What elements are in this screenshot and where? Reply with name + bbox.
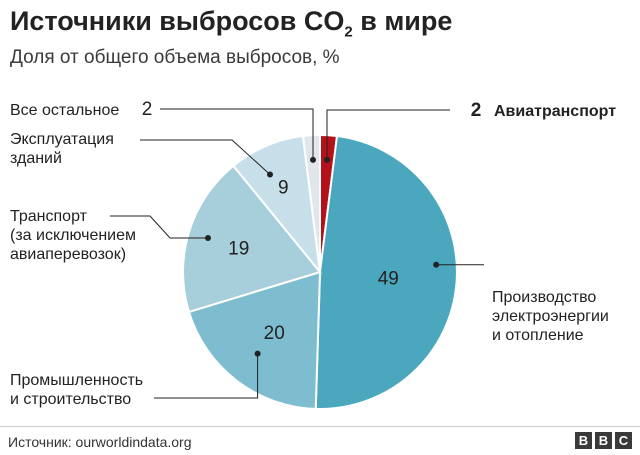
chart-subtitle: Доля от общего объема выбросов, % (10, 47, 340, 68)
outer-label-3-line-2: и строительство (10, 391, 131, 408)
outer-label-2-line-2: электроэнергии (492, 308, 609, 325)
pie-slice-4 (182, 164, 322, 314)
outer-value-6: 2 (142, 99, 153, 120)
leader-dot-4 (205, 235, 211, 241)
value-label-4: 19 (228, 238, 249, 259)
value-label-3: 20 (264, 323, 285, 344)
outer-value-1: 2 (471, 100, 482, 121)
leader-line-4 (110, 215, 208, 239)
leader-dot-6 (310, 156, 316, 163)
bbc-logo-letter-3: C (615, 432, 632, 449)
leader-line-3 (154, 353, 259, 399)
outer-label-2: Производство электроэнергии и отопление (492, 289, 609, 344)
outer-label-1: Авиатранспорт (494, 103, 616, 120)
outer-label-5-line-2: зданий (10, 150, 62, 167)
outer-label-5: Эксплуатация зданий (10, 131, 114, 167)
leader-line-1 (326, 109, 450, 160)
outer-label-1-line-1: Авиатранспорт (494, 103, 616, 120)
leader-dot-2 (433, 261, 440, 268)
title-end: в мире (352, 6, 453, 36)
bbc-logo-letter-2: B (595, 432, 612, 449)
value-label-2: 49 (378, 268, 399, 289)
outer-label-5-line-1: Эксплуатация (10, 131, 114, 148)
pie-slice-2 (314, 134, 458, 410)
leader-dot-5 (267, 171, 273, 178)
leader-dot-3 (254, 350, 261, 357)
pie-slice-6 (301, 133, 321, 273)
bbc-logo: B B C (575, 432, 632, 449)
leader-line-6 (160, 108, 314, 160)
outer-label-6: Все остальное (10, 102, 119, 119)
outer-label-4-line-1: Транспорт (10, 208, 88, 225)
value-label-5: 9 (278, 177, 289, 198)
outer-label-4-line-3: авиаперевозок) (10, 246, 126, 263)
outer-label-3: Промышленность и строительство (10, 372, 143, 408)
source-note: Источник: ourworldindata.org (8, 434, 192, 450)
leader-line-5 (140, 139, 271, 175)
outer-label-2-line-1: Производство (492, 289, 596, 306)
chart-title: Источники выбросов CO2 в мире (10, 6, 452, 40)
outer-label-3-line-1: Промышленность (10, 372, 143, 389)
bbc-logo-letter-1: B (575, 432, 592, 449)
pie-chart: 49 20 19 9 2 Авиатранспорт Производство электро… (10, 99, 616, 410)
outer-label-4: Транспорт (за исключением авиаперевозок) (10, 208, 136, 263)
title-main: Источники выбросов CO (10, 6, 345, 36)
leader-dot-1 (324, 156, 330, 163)
title-subscript: 2 (344, 23, 353, 41)
pie-slice-3 (187, 270, 322, 410)
outer-label-4-line-2: (за исключением (10, 227, 136, 244)
outer-label-2-line-3: и отопление (492, 327, 584, 344)
footer-divider (0, 426, 640, 427)
outer-label-6-line-1: Все остальное (10, 102, 119, 119)
